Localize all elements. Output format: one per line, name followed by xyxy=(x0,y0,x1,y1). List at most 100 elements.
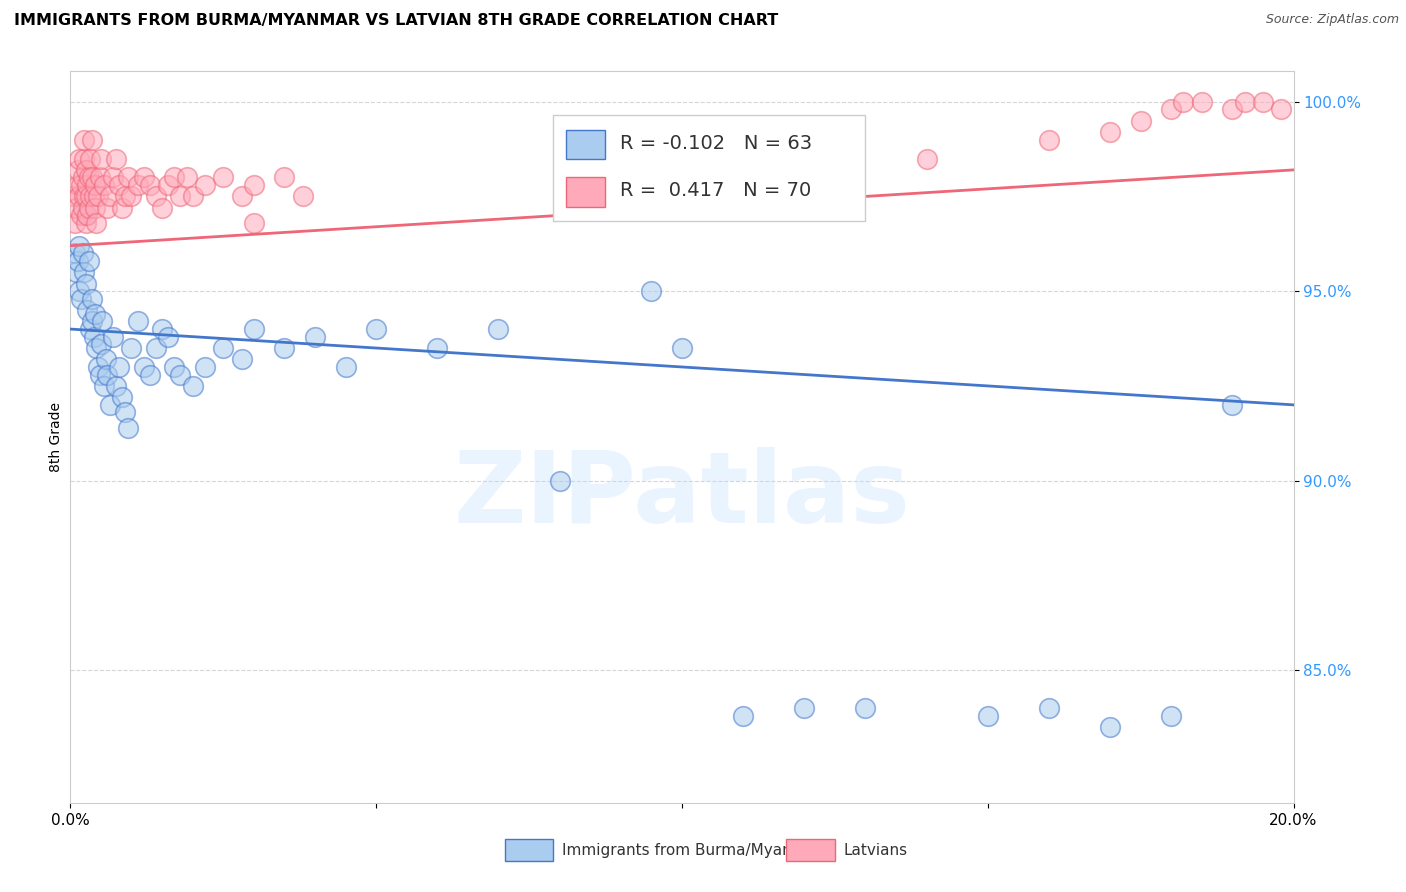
Point xyxy=(80,170,103,185)
Point xyxy=(93,379,115,393)
Point xyxy=(150,201,173,215)
Point xyxy=(273,170,295,185)
Point xyxy=(73,152,96,166)
Point xyxy=(671,341,693,355)
Point xyxy=(243,178,266,192)
FancyBboxPatch shape xyxy=(565,178,605,207)
Point xyxy=(291,189,314,203)
Point xyxy=(121,341,143,355)
Point xyxy=(231,189,253,203)
Text: R =  0.417   N = 70: R = 0.417 N = 70 xyxy=(620,181,811,200)
Point xyxy=(733,708,755,723)
Point xyxy=(108,178,131,192)
Point xyxy=(976,708,998,723)
Point xyxy=(72,201,94,215)
Point xyxy=(181,379,204,393)
Point xyxy=(84,216,107,230)
Point xyxy=(181,189,204,203)
Point xyxy=(105,379,128,393)
FancyBboxPatch shape xyxy=(565,130,605,159)
Point xyxy=(176,170,198,185)
Point xyxy=(73,132,96,146)
Point xyxy=(77,170,100,185)
Point xyxy=(75,208,97,222)
Point xyxy=(84,341,107,355)
Point xyxy=(145,341,167,355)
Point xyxy=(243,322,266,336)
Point xyxy=(127,314,149,328)
Point xyxy=(1220,398,1243,412)
Point xyxy=(548,474,571,488)
Point xyxy=(83,329,105,343)
Point xyxy=(793,701,815,715)
Point xyxy=(1220,102,1243,116)
Point xyxy=(640,284,662,298)
Point xyxy=(243,216,266,230)
Point xyxy=(65,201,87,215)
Point xyxy=(108,359,131,374)
Point xyxy=(69,284,91,298)
Point xyxy=(1191,95,1213,109)
Point xyxy=(73,265,96,279)
Text: Latvians: Latvians xyxy=(844,843,907,858)
Point xyxy=(66,253,89,268)
Point xyxy=(150,322,173,336)
Point xyxy=(488,322,510,336)
Point xyxy=(194,359,217,374)
Point xyxy=(80,314,103,328)
FancyBboxPatch shape xyxy=(786,839,835,862)
Point xyxy=(83,307,105,321)
Point xyxy=(72,246,94,260)
Point xyxy=(101,170,124,185)
Point xyxy=(212,170,235,185)
Point xyxy=(366,322,388,336)
Point xyxy=(77,253,100,268)
Point xyxy=(96,201,118,215)
Point xyxy=(1251,95,1274,109)
Point xyxy=(70,178,93,192)
Point xyxy=(111,201,134,215)
Point xyxy=(157,329,180,343)
Point xyxy=(76,303,98,318)
Text: Source: ZipAtlas.com: Source: ZipAtlas.com xyxy=(1265,13,1399,27)
Point xyxy=(63,216,86,230)
Point xyxy=(69,238,91,252)
Point xyxy=(70,208,93,222)
Point xyxy=(132,359,155,374)
Point xyxy=(80,132,103,146)
Point xyxy=(89,170,111,185)
Point xyxy=(1129,113,1152,128)
Point xyxy=(90,152,112,166)
Text: IMMIGRANTS FROM BURMA/MYANMAR VS LATVIAN 8TH GRADE CORRELATION CHART: IMMIGRANTS FROM BURMA/MYANMAR VS LATVIAN… xyxy=(14,13,779,29)
Point xyxy=(139,178,162,192)
Point xyxy=(90,337,112,351)
Point xyxy=(69,189,91,203)
Point xyxy=(132,170,155,185)
Point xyxy=(75,162,97,177)
Point xyxy=(83,178,105,192)
Text: Immigrants from Burma/Myanmar: Immigrants from Burma/Myanmar xyxy=(562,843,823,858)
Point xyxy=(80,292,103,306)
Point xyxy=(114,405,136,419)
Point xyxy=(83,201,105,215)
Point xyxy=(89,368,111,382)
Point xyxy=(426,341,449,355)
Point xyxy=(231,352,253,367)
Point xyxy=(273,341,295,355)
Point xyxy=(117,170,139,185)
Point xyxy=(145,189,167,203)
Point xyxy=(66,178,89,192)
Point xyxy=(63,246,86,260)
Point xyxy=(117,420,139,434)
Point xyxy=(1160,102,1182,116)
Point xyxy=(91,314,114,328)
Point xyxy=(94,352,117,367)
Point xyxy=(127,178,149,192)
Point xyxy=(1099,125,1122,139)
Point xyxy=(70,292,93,306)
Point xyxy=(194,178,217,192)
Point xyxy=(335,359,357,374)
Point xyxy=(1233,95,1256,109)
Point xyxy=(79,189,101,203)
Point xyxy=(169,189,191,203)
